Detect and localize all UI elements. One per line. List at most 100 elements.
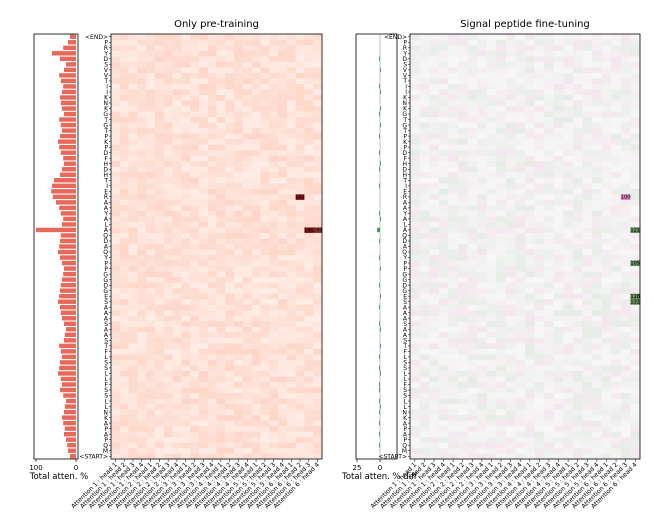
heatmap-cell <box>467 56 478 62</box>
heatmap-cell <box>234 403 244 410</box>
heatmap-cell <box>304 271 314 278</box>
heatmap-cell <box>137 67 147 73</box>
row-label: E <box>403 189 407 196</box>
heatmap-cell <box>572 447 583 454</box>
heatmap-cell <box>225 45 235 51</box>
heatmap-cell <box>286 276 296 283</box>
heatmap-cell <box>295 149 305 156</box>
sidebar-bar <box>379 321 380 326</box>
heatmap-cell <box>525 133 535 140</box>
heatmap-cell <box>119 453 129 460</box>
heatmap-cell <box>620 343 631 349</box>
heatmap-cell <box>260 431 270 438</box>
heatmap-cell <box>190 127 200 134</box>
heatmap-cell <box>198 298 209 305</box>
heatmap-cell <box>207 304 217 311</box>
heatmap-cell <box>525 61 535 68</box>
heatmap-cell <box>429 370 440 377</box>
heatmap-cell <box>286 78 296 84</box>
heatmap-cell <box>572 321 583 327</box>
heatmap-cell <box>496 205 507 211</box>
heatmap-cell <box>620 271 631 278</box>
heatmap-cell <box>534 354 545 360</box>
heatmap-cell <box>544 276 555 283</box>
heatmap-cell <box>154 122 165 129</box>
heatmap-cell <box>544 194 555 200</box>
heatmap-cell <box>620 321 631 327</box>
heatmap-cell <box>448 144 459 151</box>
heatmap-cell <box>601 188 612 195</box>
heatmap-cell <box>582 50 593 57</box>
heatmap-cell <box>486 111 497 118</box>
heatmap-cell <box>242 409 252 416</box>
heatmap-cell <box>225 194 235 200</box>
heatmap-cell <box>163 155 173 162</box>
heatmap-cell <box>410 160 420 167</box>
heatmap-cell <box>304 315 314 322</box>
heatmap-cell <box>137 420 147 427</box>
heatmap-cell <box>486 447 497 454</box>
heatmap-cell <box>278 67 288 73</box>
heatmap-cell <box>198 243 209 250</box>
heatmap-cell <box>119 133 129 140</box>
heatmap-cell <box>111 365 121 371</box>
heatmap-cell <box>260 78 270 84</box>
heatmap-cell <box>515 94 526 101</box>
heatmap-cell <box>172 144 182 151</box>
heatmap-cell <box>207 271 217 278</box>
heatmap-cell <box>163 83 173 90</box>
heatmap-cell <box>467 177 478 184</box>
heatmap-cell <box>534 243 545 250</box>
heatmap-cell <box>251 72 261 79</box>
heatmap-cell <box>410 194 420 200</box>
heatmap-cell <box>234 199 244 206</box>
heatmap-cell <box>198 100 209 107</box>
heatmap-cell <box>295 254 305 261</box>
heatmap-cell <box>486 133 497 140</box>
heatmap-cell <box>207 205 217 211</box>
heatmap-cell <box>572 431 583 438</box>
heatmap-cell <box>611 177 622 184</box>
heatmap-cell <box>190 304 200 311</box>
heatmap-cell <box>146 321 156 327</box>
heatmap-cell <box>582 436 593 443</box>
heatmap-cell <box>251 436 261 443</box>
heatmap-cell <box>611 155 622 162</box>
heatmap-cell <box>269 282 279 289</box>
heatmap-cell <box>111 100 121 107</box>
heatmap-cell <box>242 447 252 454</box>
heatmap-cell <box>172 354 182 360</box>
heatmap-cell <box>515 265 526 272</box>
heatmap-cell <box>572 111 583 118</box>
heatmap-cell <box>154 194 165 200</box>
heatmap-cell <box>172 227 182 233</box>
heatmap-cell <box>128 436 138 443</box>
heatmap-cell <box>111 56 121 62</box>
heatmap-cell <box>563 238 574 245</box>
heatmap-cell <box>119 227 129 233</box>
heatmap-cell <box>601 392 612 399</box>
heatmap-cell <box>216 122 226 129</box>
heatmap-cell <box>260 188 270 195</box>
heatmap-cell <box>438 260 449 267</box>
heatmap-cell <box>553 343 564 349</box>
heatmap-cell <box>544 343 555 349</box>
heatmap-cell <box>234 409 244 416</box>
heatmap-cell <box>190 293 200 300</box>
heatmap-cell <box>111 403 121 410</box>
heatmap-cell <box>572 436 583 443</box>
heatmap-cell <box>163 392 173 399</box>
heatmap-cell <box>295 238 305 245</box>
heatmap-cell <box>563 359 574 366</box>
heatmap-cell <box>119 254 129 261</box>
heatmap-cell <box>467 447 478 454</box>
heatmap-cell <box>198 56 209 62</box>
heatmap-cell <box>544 166 555 173</box>
heatmap-cell <box>295 343 305 349</box>
heatmap-cell <box>198 376 209 383</box>
heatmap-cell <box>553 398 564 405</box>
heatmap-cell <box>534 61 545 68</box>
heatmap-cell <box>225 431 235 438</box>
heatmap-cell <box>128 337 138 344</box>
heatmap-cell <box>525 321 535 327</box>
